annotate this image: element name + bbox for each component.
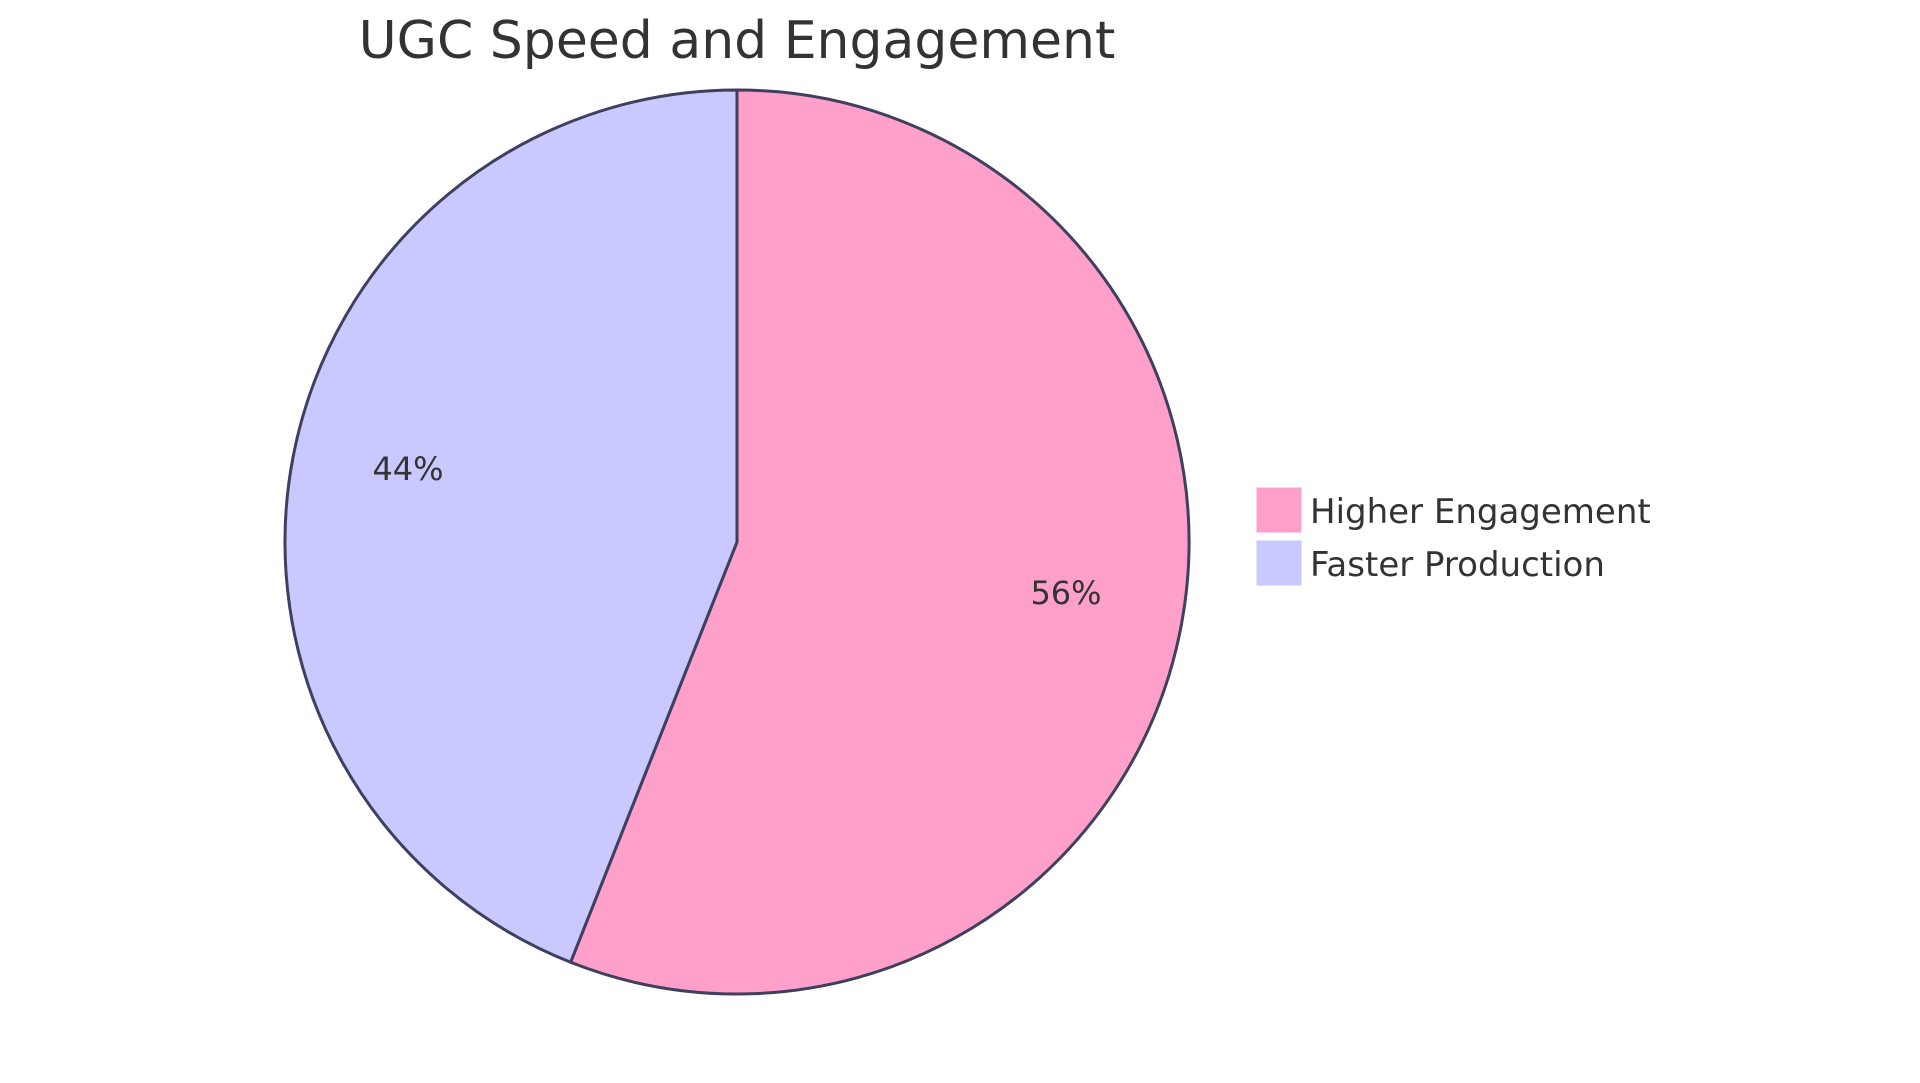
legend-swatch-icon xyxy=(1256,487,1302,533)
pie: 56% 44% xyxy=(283,88,1191,996)
slice-higher-engagement[interactable] xyxy=(568,88,1191,996)
legend-label: Higher Engagement xyxy=(1310,492,1651,532)
legend-item-faster-production[interactable]: Faster Production xyxy=(1256,540,1605,586)
slice-faster-production[interactable] xyxy=(283,88,739,965)
legend-item-higher-engagement[interactable]: Higher Engagement xyxy=(1256,487,1651,533)
legend-label: Faster Production xyxy=(1310,545,1605,585)
slice-label-faster-production: 44% xyxy=(372,450,443,488)
chart-title: UGC Speed and Engagement xyxy=(359,11,1116,71)
legend-swatch-icon xyxy=(1256,540,1302,586)
slice-label-higher-engagement: 56% xyxy=(1030,574,1101,612)
legend: Higher Engagement Faster Production xyxy=(1256,487,1651,586)
